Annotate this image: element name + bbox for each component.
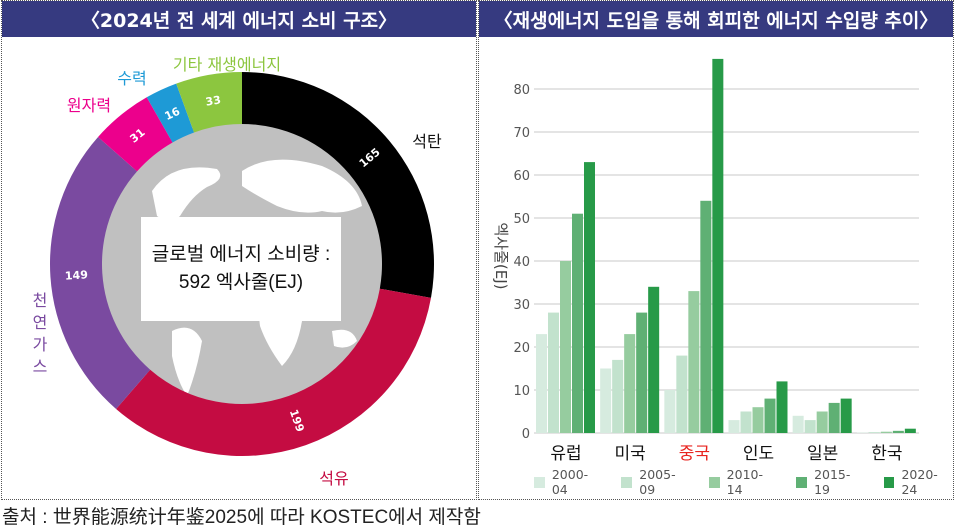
donut-slice [50,136,151,409]
donut-slice [116,288,431,457]
bar-chart-title: 〈재생에너지 도입을 통해 회피한 에너지 수입량 추이〉 [479,1,953,37]
y-tick-label: 50 [513,212,530,227]
x-tick-label: 일본 [807,444,838,464]
legend-label: 2010-14 [726,467,763,497]
x-tick-label: 인도 [743,444,774,464]
y-tick-label: 40 [513,255,530,270]
x-tick-label: 한국 [871,444,902,464]
donut-chart-title: 〈2024년 전 세계 에너지 소비 구조〉 [2,1,476,37]
donut-category-label: 기타 재생에너지 [173,55,281,74]
bar [572,213,583,433]
legend-label: 2020-24 [901,467,938,497]
legend-item: 2005-09 [621,467,690,497]
y-tick-label: 0 [522,427,530,442]
donut-slice [242,72,434,298]
bar [868,432,880,433]
bar-chart: 0 10 20 30 40 50 60 70 80 유럽 미국 중국 인도 일본 한국 엑사줄(EJ) [492,58,919,464]
bar [776,381,788,433]
bar [700,200,712,433]
bar [664,390,676,433]
bar [764,398,776,433]
bar [816,411,828,433]
bar [624,334,636,433]
donut-category-label: 천 [33,291,48,310]
donut-category-label: 수력 [117,69,146,88]
legend-swatch [796,476,808,488]
bar [880,431,892,433]
bar [600,368,612,433]
donut-slice [98,97,173,172]
donut-category-label: 연 [33,313,48,332]
legend-swatch [621,476,633,488]
legend-item: 2015-19 [796,467,865,497]
bar [612,359,624,433]
bar [840,398,852,433]
y-tick-label: 80 [513,83,530,98]
legend-item: 2020-24 [883,467,953,497]
total-consumption-box: 글로벌 에너지 소비량 : 592 엑사줄(EJ) [141,217,341,321]
total-consumption-line2: 592 엑사줄(EJ) [178,272,304,293]
bar [648,286,660,433]
y-tick-label: 30 [513,298,530,313]
donut-category-label: 가 [33,335,48,354]
donut-value-label: 16 [163,105,183,123]
legend-swatch [883,476,895,488]
bar [688,291,700,433]
bar-legend: 2000-04 2005-09 2010-14 2015-19 2020-24 [534,467,953,497]
total-consumption-line1: 글로벌 에너지 소비량 : [151,244,331,265]
y-tick-label: 70 [513,126,530,141]
bar [548,312,559,433]
legend-swatch [708,476,720,488]
donut-category-label: 원자력 [67,96,111,115]
donut-slice [146,83,195,143]
bar [560,261,571,433]
source-note: 출처 : 世界能源统计年鉴2025에 따라 KOSTEC에서 제작함 [2,507,481,528]
x-tick-label: 미국 [615,444,646,464]
bar [712,58,724,434]
x-tick-label: 중국 [679,444,710,464]
y-axis-label: 엑사줄(EJ) [492,222,510,289]
donut-value-label: 149 [65,268,89,282]
y-tick-label: 20 [513,341,530,356]
legend-item: 2000-04 [534,467,603,497]
left-panel: 〈2024년 전 세계 에너지 소비 구조〉 165 석탄 199 석유 149 천 연 가 스… [1,0,477,500]
legend-item: 2010-14 [708,467,778,497]
bar [536,334,547,433]
legend-swatch [534,476,545,488]
y-tick-label: 10 [513,384,530,399]
donut-value-label: 33 [205,93,222,108]
bar [740,411,752,433]
bar [792,415,804,433]
bar [752,407,764,433]
right-panel: 〈재생에너지 도입을 통해 회피한 에너지 수입량 추이〉 0 10 20 30 40 5… [478,0,954,500]
bar [728,420,740,433]
bar [828,402,840,433]
y-tick-label: 60 [513,169,530,184]
legend-label: 2000-04 [551,467,589,497]
bar [676,355,688,433]
legend-label: 2005-09 [639,467,676,497]
legend-label: 2015-19 [814,467,851,497]
x-tick-label: 유럽 [550,444,581,464]
bar [892,430,904,433]
donut-category-label: 석유 [319,469,348,488]
donut-category-label: 석탄 [412,132,442,151]
donut-slice [176,72,242,133]
bar [636,312,648,433]
bar [904,428,916,433]
bar [804,420,816,433]
bar [584,162,595,433]
donut-category-label: 스 [33,357,48,376]
